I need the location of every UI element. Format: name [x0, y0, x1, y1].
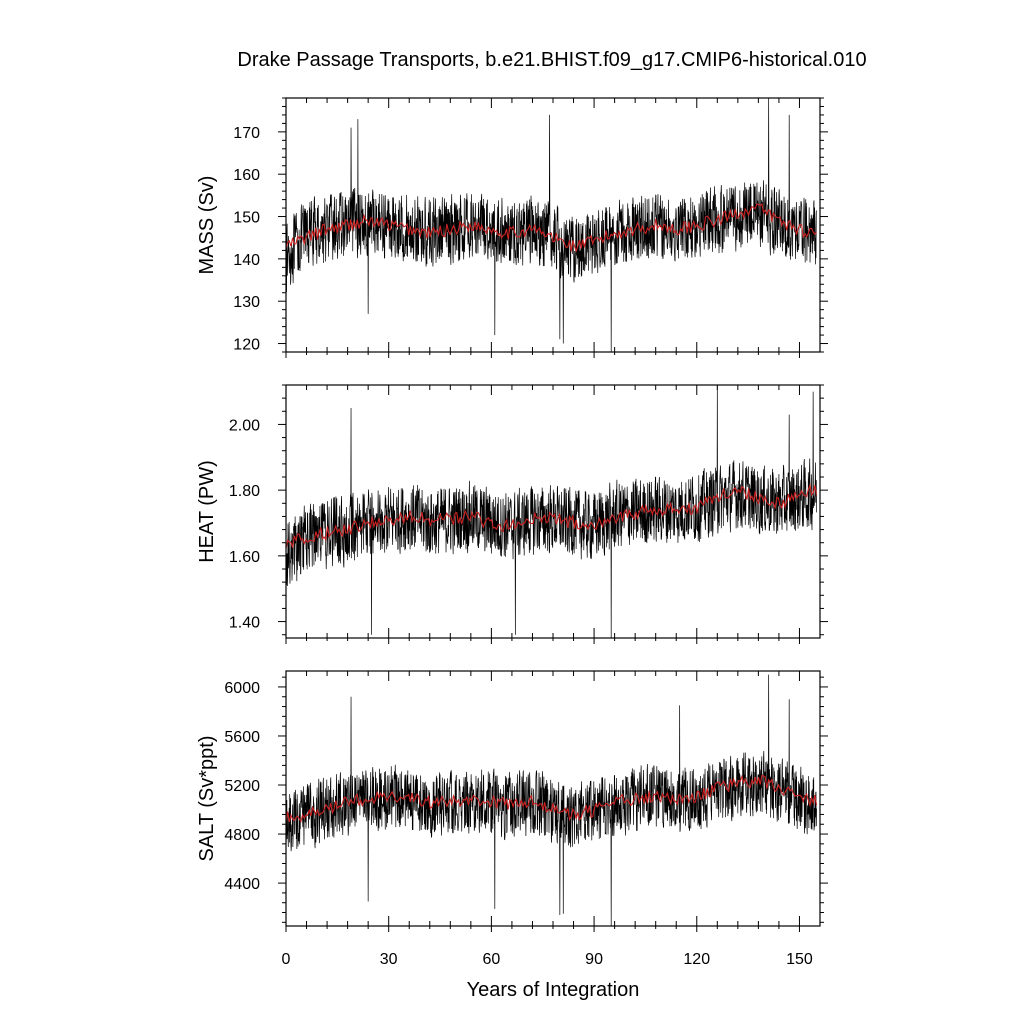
x-tick-label: 120 [683, 951, 710, 968]
y-tick-label: 150 [233, 210, 260, 227]
x-tick-label: 150 [786, 951, 813, 968]
panel-3: 4400 4800 5200 5600 6000 SALT (Sv*ppt) 0 30 60 90… [196, 670, 828, 968]
y-tick-label: 1.60 [229, 549, 260, 566]
x-tick-label: 30 [380, 951, 398, 968]
y-tick-label: 160 [233, 167, 260, 184]
series-line-smoothed [286, 774, 818, 823]
y-tick-label: 6000 [224, 680, 260, 697]
series-line-smoothed [286, 202, 818, 253]
panel-2: 1.40 1.60 1.80 2.00 HEAT (PW) [196, 384, 828, 644]
y-tick-label: 5200 [224, 778, 260, 795]
y-tick-label: 140 [233, 252, 260, 269]
y-tick-label: 5600 [224, 729, 260, 746]
y-tick-label: 120 [233, 337, 260, 354]
y-axis-label: SALT (Sv*ppt) [196, 736, 218, 862]
x-tick-label: 90 [585, 951, 603, 968]
series-line-monthly [286, 385, 817, 638]
series-line-smoothed [286, 483, 818, 550]
y-tick-label: 1.40 [229, 615, 260, 632]
figure-title: Drake Passage Transports, b.e21.BHIST.f0… [237, 49, 866, 71]
y-tick-label: 2.00 [229, 417, 260, 434]
panels-group: 120 130 140 150 160 170 MASS (Sv) 1.40 1.60 1.80 2… [196, 97, 828, 968]
x-tick-label: 60 [482, 951, 500, 968]
x-tick-label: 0 [282, 951, 291, 968]
y-axis-label: MASS (Sv) [196, 176, 218, 275]
y-tick-label: 4400 [224, 876, 260, 893]
y-tick-label: 1.80 [229, 483, 260, 500]
y-tick-label: 4800 [224, 827, 260, 844]
y-axis-label: HEAT (PW) [196, 460, 218, 563]
series-line-monthly [286, 98, 817, 352]
series-line-monthly [286, 674, 817, 926]
x-axis-label: Years of Integration [467, 979, 640, 1001]
y-tick-label: 170 [233, 125, 260, 142]
panel-1: 120 130 140 150 160 170 MASS (Sv) [196, 97, 828, 358]
y-tick-label: 130 [233, 294, 260, 311]
